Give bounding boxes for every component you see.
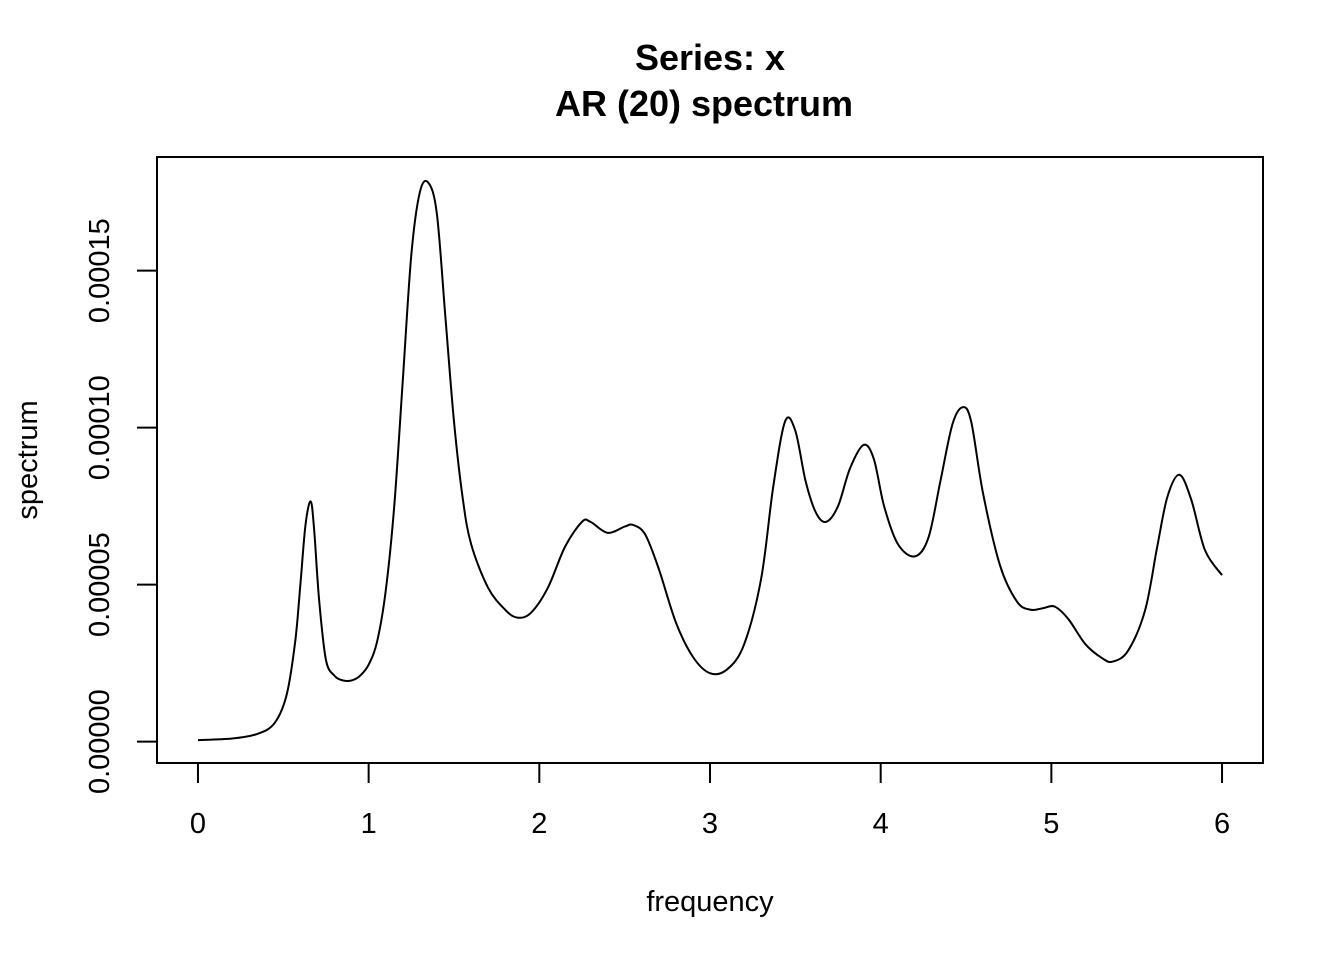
x-tick-label: 1: [361, 808, 377, 840]
x-tick-label: 0: [190, 808, 206, 840]
chart-title: Series: x: [635, 37, 785, 78]
x-axis-label: frequency: [646, 886, 774, 918]
plot-frame: [156, 156, 1264, 764]
x-tick-label: 6: [1214, 808, 1230, 840]
y-tick-label: 0.00005: [84, 532, 116, 637]
chart-subtitle: AR (20) spectrum: [555, 83, 853, 124]
series-line: [197, 179, 1223, 742]
y-axis: 0.00000 0.00005 0.00010 0.00015: [84, 218, 158, 794]
y-axis-label: spectrum: [12, 400, 44, 519]
x-axis: 0 1 2 3 4 5 6: [190, 762, 1230, 840]
x-tick-label: 3: [702, 808, 718, 840]
x-tick-label: 5: [1043, 808, 1059, 840]
y-tick-label: 0.00000: [84, 689, 116, 794]
x-tick-label: 2: [531, 808, 547, 840]
x-tick-label: 4: [873, 808, 889, 840]
y-tick-label: 0.00010: [84, 375, 116, 480]
y-tick-label: 0.00015: [84, 218, 116, 323]
